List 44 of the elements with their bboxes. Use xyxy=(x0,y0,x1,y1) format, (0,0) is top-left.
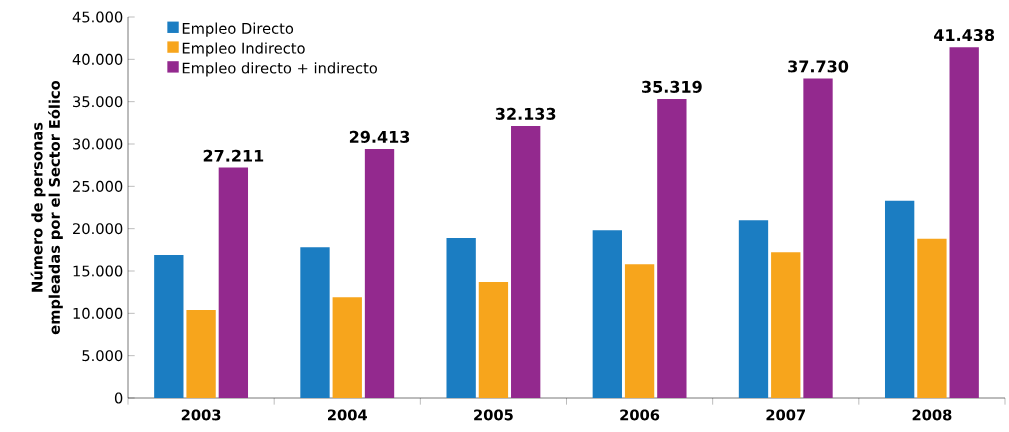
legend-label: Empleo Directo xyxy=(182,22,294,37)
legend-label: Empleo Indirecto xyxy=(182,42,305,57)
bar xyxy=(884,200,915,398)
bar xyxy=(511,125,541,398)
x-tick-label: 2003 xyxy=(181,409,221,421)
y-tick-label: 30.000 xyxy=(73,138,123,150)
legend-label: Empleo directo + indirecto xyxy=(182,62,378,77)
y-tick-label: 35.000 xyxy=(73,96,123,108)
bar xyxy=(332,297,362,398)
data-label: 37.730 xyxy=(788,60,849,73)
bar xyxy=(949,47,979,398)
bar xyxy=(154,254,184,398)
y-tick-label: 40.000 xyxy=(72,53,123,65)
bar xyxy=(364,148,395,398)
data-label: 29.413 xyxy=(349,130,410,143)
bar xyxy=(738,220,769,398)
data-label: 27.211 xyxy=(203,149,264,162)
bar xyxy=(803,78,833,398)
bar xyxy=(771,252,801,398)
bar xyxy=(657,98,687,398)
bar xyxy=(218,167,249,398)
y-tick-label: 20.000 xyxy=(73,223,123,235)
bar xyxy=(300,247,330,398)
y-tick-label: 25.000 xyxy=(73,180,123,192)
x-tick-label: 2004 xyxy=(327,409,367,421)
x-tick-label: 2005 xyxy=(474,409,513,421)
bar xyxy=(478,282,509,398)
bar xyxy=(917,238,947,398)
y-tick-label: 0 xyxy=(114,392,123,404)
y-axis-title: Número de personas empleadas por el Sector Eólico xyxy=(30,80,63,335)
y-tick-label: 5.000 xyxy=(82,350,123,362)
x-tick-label: 2008 xyxy=(912,409,952,421)
data-label: 35.319 xyxy=(642,80,702,93)
bar xyxy=(186,309,216,398)
bar xyxy=(446,237,476,398)
y-tick-label: 10.000 xyxy=(73,307,123,319)
bar xyxy=(592,230,622,398)
bar xyxy=(624,264,655,398)
x-tick-label: 2006 xyxy=(620,409,660,421)
data-label: 41.438 xyxy=(934,29,995,42)
data-label: 32.133 xyxy=(495,107,556,120)
y-tick-label: 45.000 xyxy=(72,11,123,23)
y-tick-label: 15.000 xyxy=(73,265,123,277)
x-tick-label: 2007 xyxy=(766,409,805,421)
